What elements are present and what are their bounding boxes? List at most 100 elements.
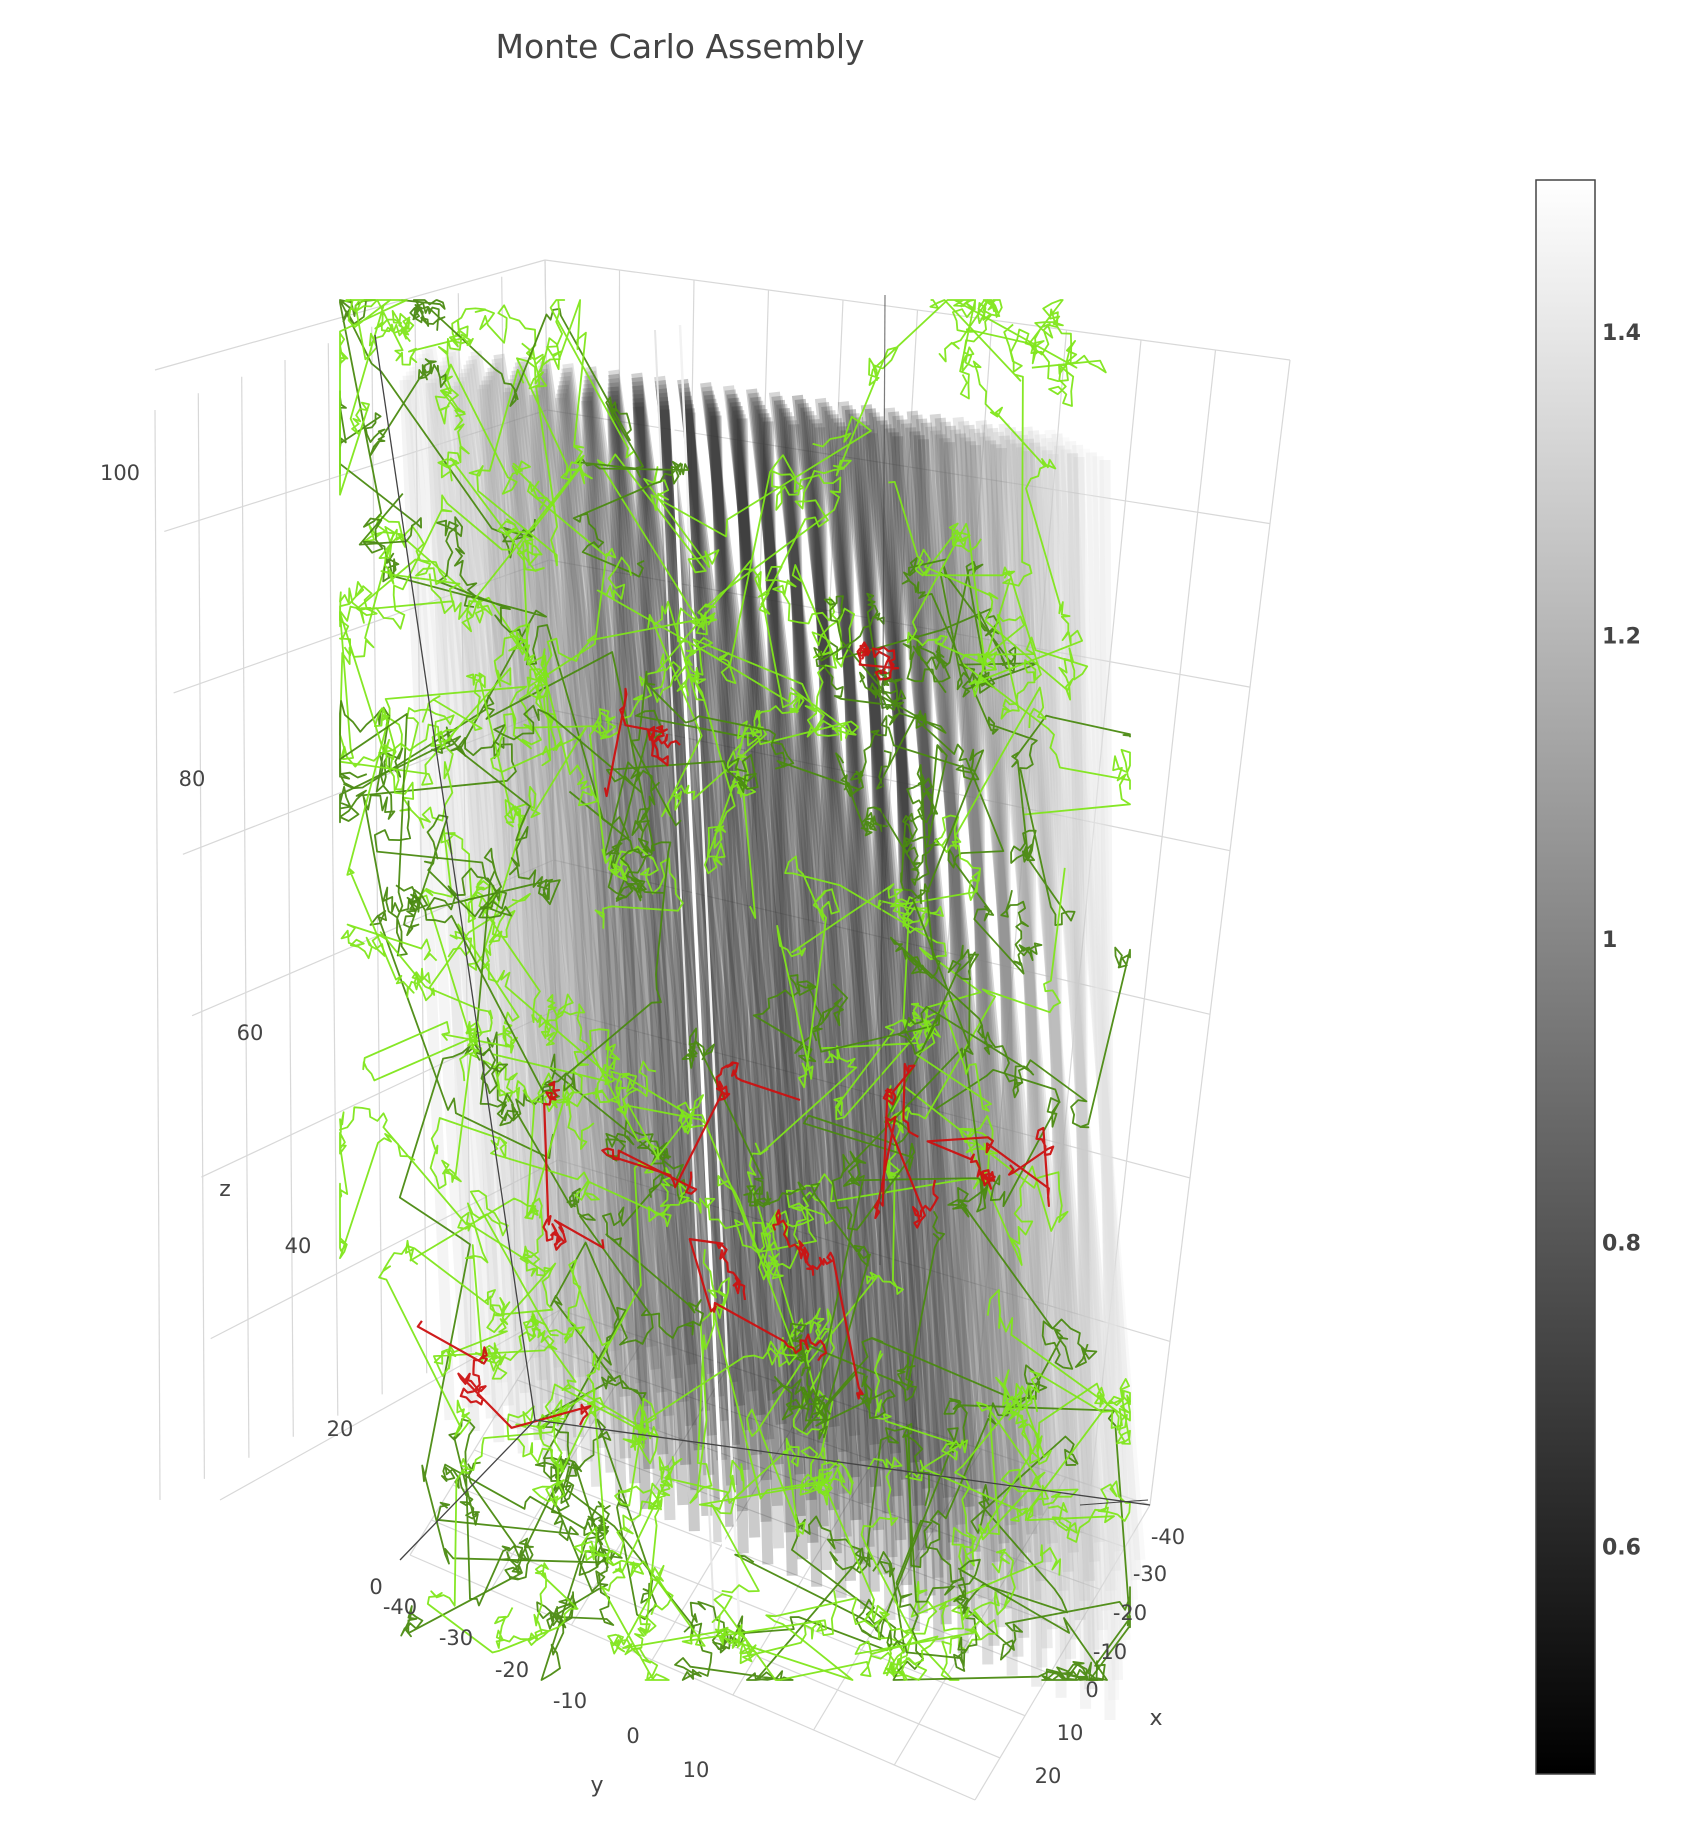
colorbar-tick-label: 1.2	[1602, 624, 1641, 649]
walk-trace	[888, 481, 1042, 720]
colorbar-ticks: 0.6 0.8 1 1.2 1.4	[1602, 321, 1641, 1561]
column-bar	[1010, 443, 1053, 1649]
walk-trace	[506, 1175, 798, 1507]
column-bar	[702, 390, 818, 1459]
column-bar	[1044, 429, 1146, 1561]
column-bar	[678, 324, 742, 1641]
column-bar	[1078, 448, 1127, 1661]
z-tick-label: 0	[369, 1575, 382, 1599]
column-bar	[451, 385, 505, 1443]
chart-title: Monte Carlo Assembly	[495, 27, 864, 66]
column-bar	[814, 397, 942, 1472]
grid-line	[544, 259, 1291, 361]
column-bar	[681, 399, 761, 1496]
walk-trace	[339, 1106, 553, 1277]
walk-trace	[573, 1500, 910, 1681]
column-bar	[557, 384, 646, 1445]
z-tick-label: 20	[327, 1417, 354, 1441]
column-bar	[918, 439, 945, 1643]
y-axis-title: y	[590, 1773, 603, 1798]
walk-trace	[914, 522, 1131, 816]
column-bar	[535, 372, 653, 1407]
column-bar	[709, 411, 761, 1538]
column-bar	[911, 414, 1017, 1526]
walk-trace	[757, 299, 1078, 668]
walk-trace	[356, 357, 583, 620]
column-bar	[509, 374, 616, 1411]
walk-trace	[542, 1080, 605, 1251]
grid-line	[241, 376, 250, 1458]
column-bar	[682, 404, 749, 1512]
walk-trace	[340, 923, 673, 1228]
column-bar	[504, 387, 569, 1452]
colorbar-tick-label: 0.8	[1602, 1232, 1641, 1257]
column-bar	[916, 418, 1010, 1544]
column-bar	[756, 408, 829, 1527]
column-bar	[1004, 427, 1100, 1563]
column-bar	[814, 427, 847, 1598]
column-bar	[1067, 453, 1096, 1690]
x-tick-label: -20	[1113, 1601, 1147, 1625]
z-tick-label: 40	[285, 1234, 312, 1258]
walk-trace	[463, 877, 660, 1161]
column-bar	[736, 418, 774, 1565]
column-bar	[1047, 441, 1109, 1631]
column-bar	[656, 392, 750, 1471]
walk-trace	[601, 1061, 801, 1195]
column-bar	[934, 417, 1038, 1535]
walk-trace	[681, 1027, 896, 1440]
column-bar	[864, 408, 975, 1508]
column-bar	[998, 435, 1064, 1611]
walk-trace	[856, 641, 900, 681]
column-bar	[529, 394, 578, 1476]
walk-trace	[860, 1456, 1016, 1681]
walk-trace	[616, 1087, 835, 1281]
grid-line	[495, 1414, 1076, 1632]
grid-line	[551, 709, 1231, 852]
grid-line	[219, 1309, 561, 1501]
z-axis-ticks: 100 80 60 40 20 0 z	[100, 461, 383, 1599]
column-bar	[724, 389, 850, 1453]
column-bar	[442, 356, 582, 1356]
column-bar	[943, 442, 969, 1654]
grid-line	[327, 343, 339, 1416]
walk-trace	[395, 814, 652, 1317]
column-bar	[584, 370, 725, 1398]
column-bar	[654, 329, 716, 1641]
walk-trace	[603, 687, 681, 798]
walk-trace	[874, 1350, 1131, 1522]
column-bar	[481, 379, 561, 1428]
walk-trace	[378, 1245, 611, 1437]
column-bar	[841, 405, 954, 1499]
walk-trace	[542, 454, 842, 807]
column-bar	[607, 378, 732, 1422]
column-bar	[607, 394, 678, 1480]
column-bar	[1041, 437, 1113, 1611]
column-bar	[892, 415, 989, 1535]
y-tick-label: -10	[553, 1689, 587, 1713]
column-bar	[632, 389, 728, 1461]
column-bar	[631, 376, 766, 1416]
walk-trace	[339, 623, 550, 829]
walk-trace	[688, 1238, 828, 1362]
column-bar	[797, 402, 903, 1497]
column-bar	[734, 414, 785, 1549]
walk-trace	[630, 670, 1023, 1099]
walk-trace	[398, 1031, 687, 1681]
column-bar	[1023, 438, 1086, 1621]
column-bar	[584, 374, 711, 1412]
column-bar	[424, 344, 596, 1321]
x-tick-label: -40	[1151, 1525, 1185, 1549]
column-bar	[987, 427, 1074, 1573]
z-axis-line	[374, 334, 536, 1421]
axis-lines	[374, 294, 1151, 1561]
z-tick-label: 60	[237, 1021, 264, 1045]
grid-line	[547, 409, 1271, 525]
column-bar	[608, 369, 759, 1392]
column-bar	[503, 391, 554, 1465]
walk-trace	[976, 1401, 1131, 1543]
column-bar	[896, 419, 981, 1553]
column-bar	[658, 409, 700, 1532]
grid-line	[736, 289, 770, 1369]
